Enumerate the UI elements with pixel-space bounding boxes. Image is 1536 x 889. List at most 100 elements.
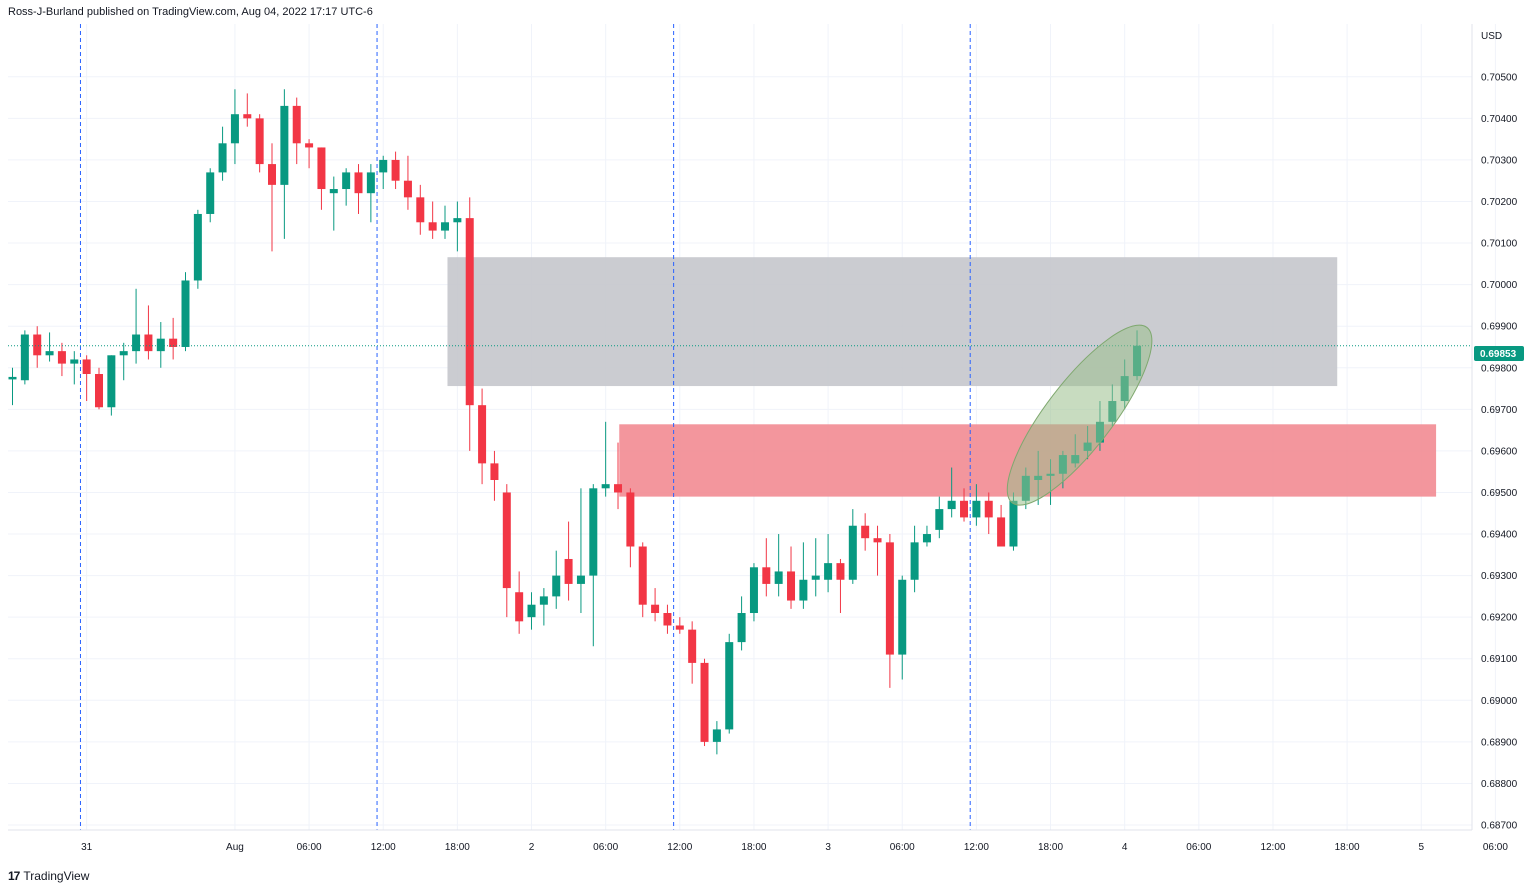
candle: [873, 525, 882, 576]
time-tick-label: 06:00: [1483, 842, 1508, 853]
candle-body: [305, 143, 314, 148]
price-tick-label: 0.69500: [1481, 488, 1518, 499]
candle: [292, 97, 301, 165]
candle-body: [317, 147, 326, 190]
candle: [193, 209, 202, 289]
candle: [403, 155, 412, 210]
candle: [329, 176, 338, 231]
candle: [972, 484, 981, 526]
price-tick-label: 0.70200: [1481, 197, 1518, 208]
candle: [156, 322, 165, 368]
candle: [206, 168, 215, 223]
candle: [20, 330, 29, 385]
candle: [984, 492, 993, 535]
candle: [725, 633, 734, 734]
candle: [564, 521, 573, 601]
candle: [799, 542, 808, 609]
price-tick-label: 0.69400: [1481, 530, 1518, 541]
candle: [626, 488, 635, 568]
candle-body: [329, 189, 338, 194]
candle: [95, 367, 104, 410]
candle: [997, 504, 1006, 547]
candle-body: [193, 213, 202, 281]
candle-body: [749, 567, 758, 614]
candle-body: [230, 114, 239, 144]
candle-body: [416, 197, 425, 223]
candle-body: [762, 567, 771, 584]
candle-body: [885, 542, 894, 655]
candle: [70, 351, 79, 385]
candle: [663, 604, 672, 634]
candle: [366, 164, 375, 223]
candle-body: [984, 500, 993, 518]
candle-body: [663, 613, 672, 626]
time-tick-label: 4: [1122, 842, 1128, 853]
candle: [861, 513, 870, 551]
candle-body: [539, 596, 548, 605]
candle: [45, 332, 54, 362]
candle: [255, 114, 264, 173]
candle: [774, 534, 783, 597]
candle-body: [8, 376, 17, 380]
price-tick-label: 0.69200: [1481, 613, 1518, 624]
time-tick-label: 5: [1418, 842, 1424, 853]
candle: [638, 542, 647, 618]
candle: [107, 355, 116, 416]
candle-body: [576, 575, 585, 584]
candle-body: [725, 642, 734, 730]
candle-body: [799, 579, 808, 601]
candles: [8, 89, 1142, 755]
time-tick-label: 06:00: [890, 842, 915, 853]
time-tick-label: 06:00: [593, 842, 618, 853]
price-tick-label: 0.68800: [1481, 779, 1518, 790]
candle-body: [379, 159, 388, 173]
current-price-tag: 0.69853: [1474, 346, 1524, 361]
price-tick-label: 0.69800: [1481, 363, 1518, 374]
time-tick-label: Aug: [226, 842, 244, 853]
candle-body: [156, 338, 165, 352]
brand-name: TradingView: [23, 869, 90, 883]
candle-body: [181, 280, 190, 347]
candle-body: [651, 604, 660, 614]
candle-body: [898, 579, 907, 655]
price-tick-label: 0.69700: [1481, 405, 1518, 416]
candle: [391, 151, 400, 190]
price-tick-label: 0.69000: [1481, 696, 1518, 707]
candle-body: [243, 114, 252, 119]
candle: [243, 93, 252, 127]
candle-body: [342, 172, 351, 190]
candle-body: [144, 334, 153, 352]
candle-body: [119, 351, 128, 356]
candle: [601, 421, 610, 497]
price-tick-label: 0.70000: [1481, 280, 1518, 291]
candle: [675, 617, 684, 634]
candle: [898, 575, 907, 680]
candle-body: [255, 118, 264, 165]
price-tick-label: 0.69300: [1481, 571, 1518, 582]
candle-body: [453, 218, 462, 223]
candle-body: [20, 334, 29, 381]
time-tick-label: 18:00: [1335, 842, 1360, 853]
candle: [762, 538, 771, 597]
time-tick-label: 12:00: [667, 842, 692, 853]
candle-body: [774, 571, 783, 584]
candle: [688, 621, 697, 684]
candle-body: [465, 218, 474, 406]
candle: [317, 147, 326, 210]
price-tick-label: 0.70400: [1481, 114, 1518, 125]
candle-body: [428, 222, 437, 231]
time-tick-label: 31: [81, 842, 93, 853]
candle: [576, 488, 585, 614]
candle: [82, 355, 91, 402]
candle-body: [947, 500, 956, 510]
candle: [885, 534, 894, 688]
tradingview-footer[interactable]: 17 TradingView: [8, 869, 89, 883]
candle-body: [688, 629, 697, 663]
candle-body: [935, 509, 944, 530]
candle-body: [811, 575, 820, 580]
candle-body: [95, 374, 104, 408]
candle-body: [836, 563, 845, 580]
candle: [490, 450, 499, 501]
candle: [787, 546, 796, 609]
